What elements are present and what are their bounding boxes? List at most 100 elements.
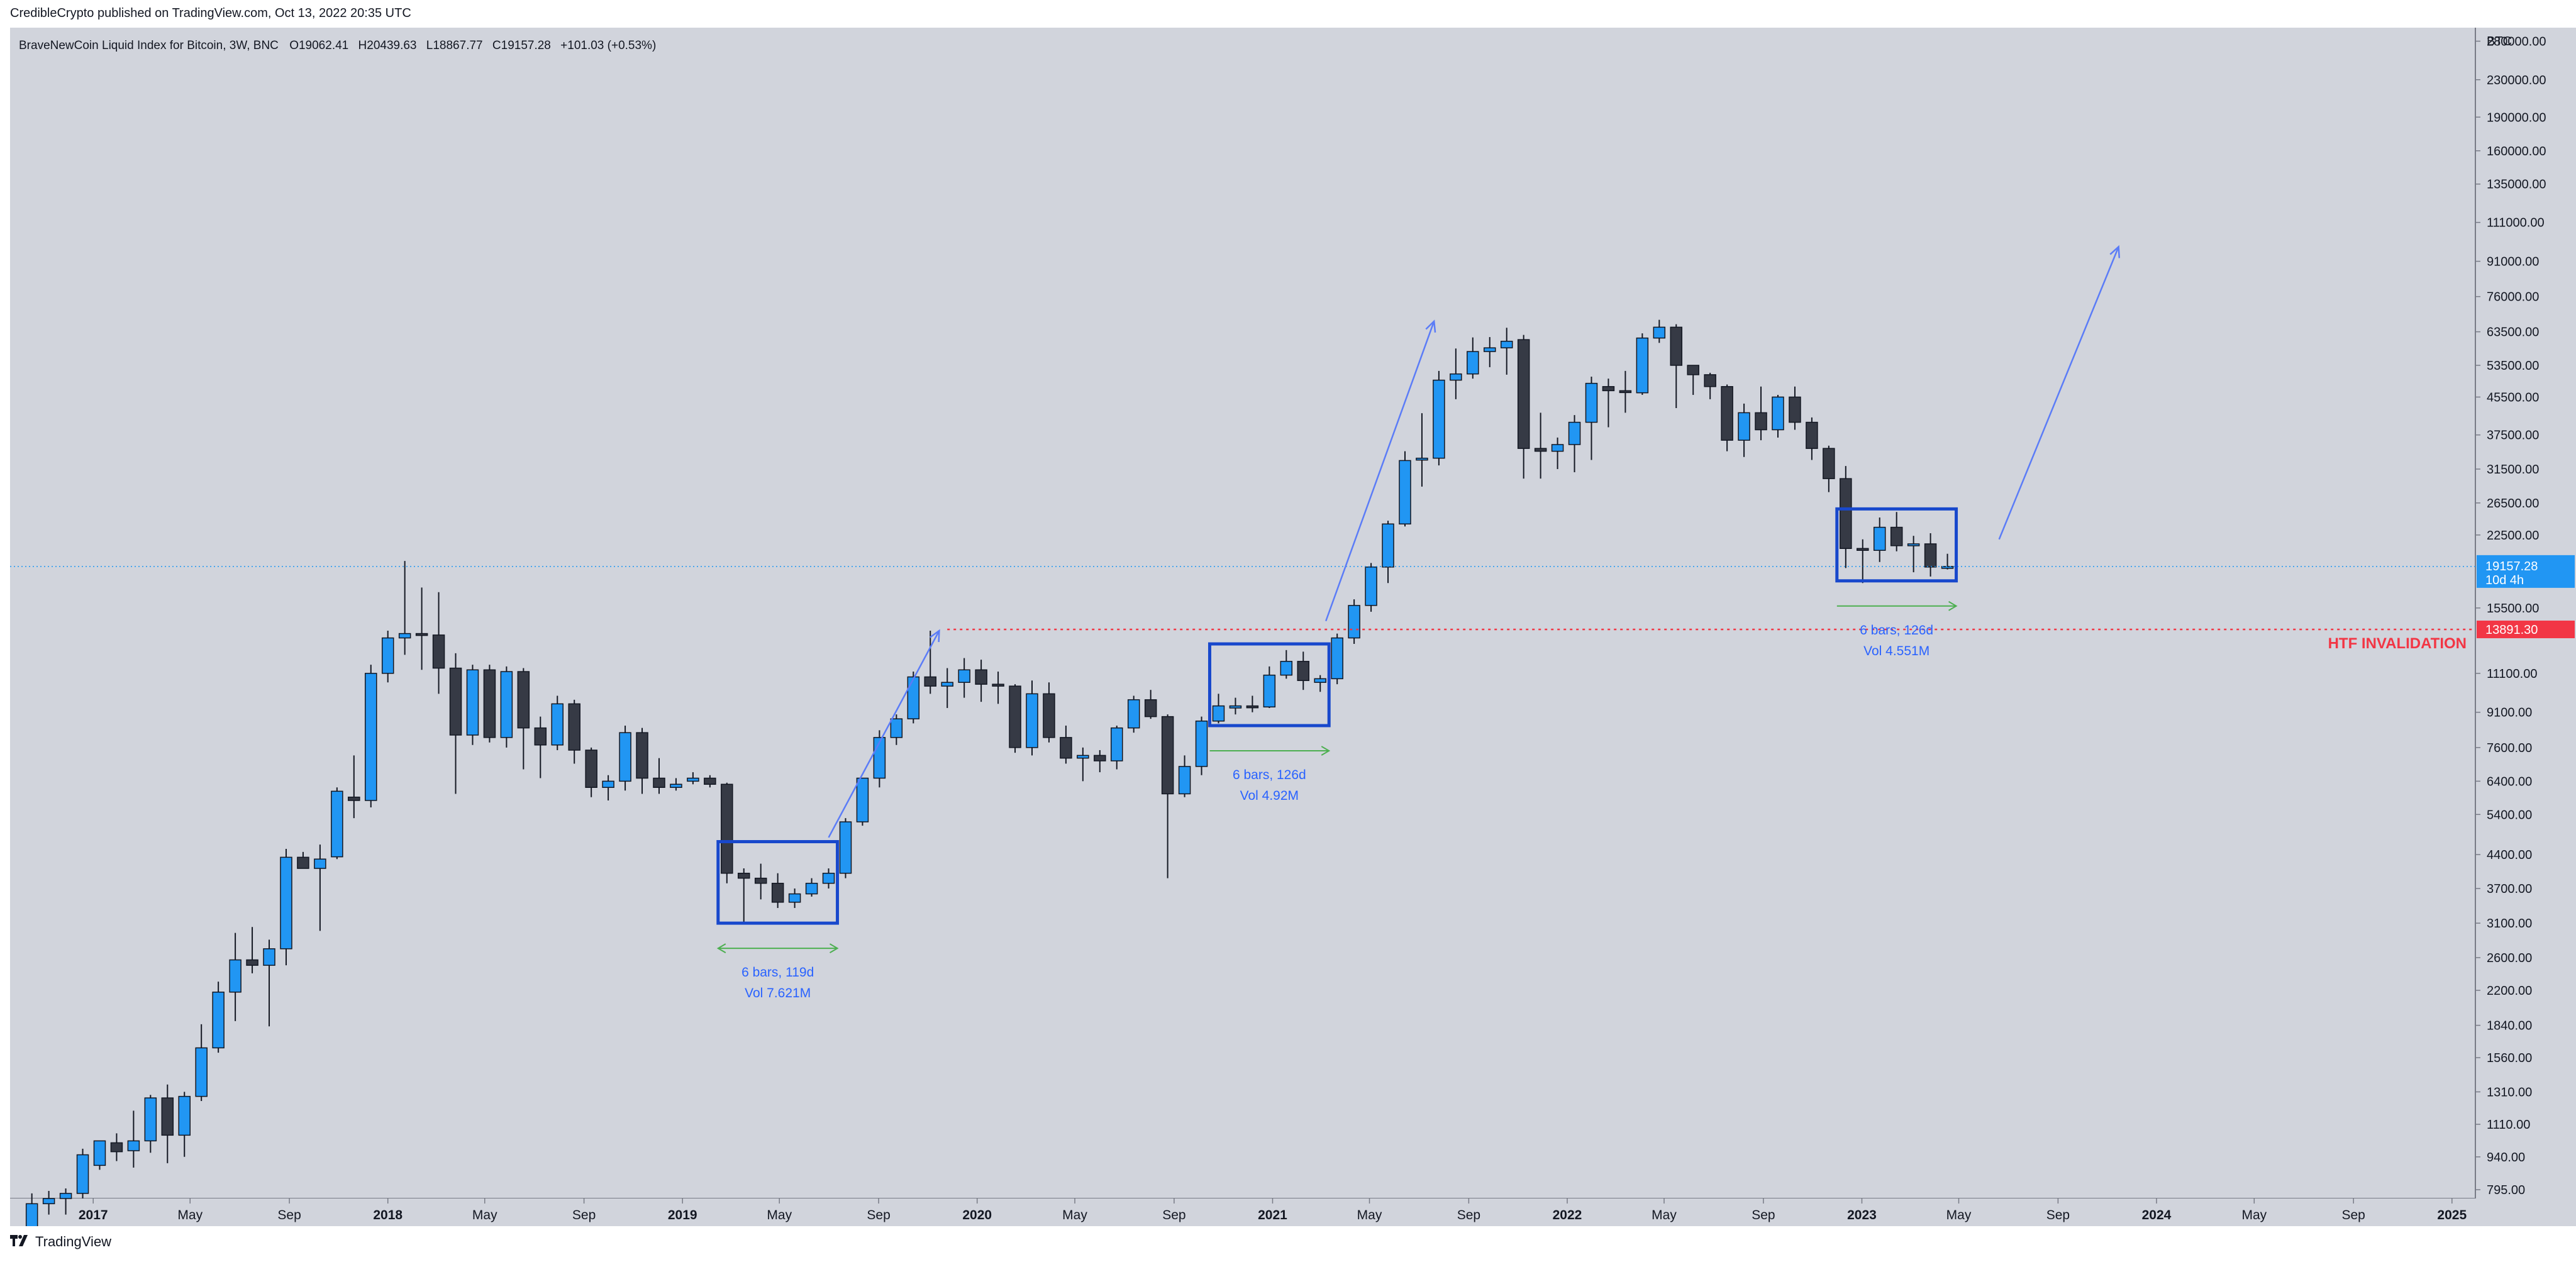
candle-body bbox=[839, 821, 852, 874]
candle-up bbox=[1738, 403, 1750, 457]
publish-info: CredibleCrypto published on TradingView.… bbox=[10, 6, 411, 20]
candle-up bbox=[1331, 633, 1343, 685]
candle-up bbox=[822, 868, 835, 889]
range-volume-label: Vol 4.551M bbox=[1863, 644, 1929, 658]
price-tick-label: 190000.00 bbox=[2487, 111, 2546, 125]
candle-body bbox=[771, 882, 784, 903]
price-tick-label: 53500.00 bbox=[2487, 359, 2539, 373]
candle-down bbox=[1009, 684, 1021, 753]
price-tick-label: 63500.00 bbox=[2487, 326, 2539, 340]
candle-down bbox=[246, 927, 258, 973]
time-tick-label: Sep bbox=[1162, 1208, 1185, 1222]
price-tick-label: 6400.00 bbox=[2487, 775, 2532, 789]
candle-up bbox=[1178, 755, 1191, 797]
candle-up bbox=[1263, 666, 1276, 708]
candle-body bbox=[1772, 396, 1784, 431]
time-tick-label: Sep bbox=[867, 1208, 890, 1222]
candle-body bbox=[195, 1047, 208, 1097]
candle-body bbox=[1111, 727, 1123, 761]
candle-down bbox=[1721, 384, 1733, 451]
price-tick-label: 1840.00 bbox=[2487, 1019, 2532, 1033]
measure-arrowhead-right bbox=[830, 943, 839, 953]
candle-body bbox=[1382, 523, 1394, 568]
price-tick-label: 26500.00 bbox=[2487, 497, 2539, 511]
candle-body bbox=[517, 671, 530, 729]
price-tick-label: 31500.00 bbox=[2487, 463, 2539, 477]
candle-down bbox=[1857, 539, 1869, 584]
range-bars-label: 6 bars, 119d bbox=[741, 965, 814, 980]
range-box bbox=[1835, 507, 1958, 583]
price-axis-panel[interactable] bbox=[10, 28, 2576, 1226]
time-tick-label: 2024 bbox=[2142, 1208, 2172, 1222]
time-tick-label: May bbox=[1357, 1208, 1382, 1222]
candle-body bbox=[1060, 737, 1072, 759]
candle-body bbox=[178, 1095, 191, 1136]
legend-open-label: O bbox=[289, 39, 299, 52]
tradingview-logo[interactable]: TradingView bbox=[10, 1234, 111, 1250]
candle-up bbox=[1772, 395, 1784, 438]
candle-body bbox=[1789, 396, 1801, 423]
projection-arrowhead bbox=[2109, 245, 2121, 258]
price-tick-label: 11100.00 bbox=[2487, 667, 2537, 681]
candle-down bbox=[568, 699, 580, 764]
candle-body bbox=[1823, 448, 1835, 479]
time-tick-label: 2022 bbox=[1553, 1208, 1582, 1222]
candle-down bbox=[1060, 725, 1072, 764]
candle-up bbox=[365, 665, 377, 807]
candle-body bbox=[144, 1097, 157, 1142]
candle-body bbox=[42, 1198, 55, 1205]
candle-down bbox=[161, 1084, 174, 1163]
invalidation-text: HTF INVALIDATION bbox=[2328, 635, 2467, 652]
candle-down bbox=[1890, 512, 1903, 551]
range-bars-label: 6 bars, 126d bbox=[1233, 768, 1306, 782]
time-tick-label: May bbox=[767, 1208, 792, 1222]
candle-body bbox=[1026, 693, 1038, 748]
candle-up bbox=[958, 658, 970, 698]
candle-up bbox=[602, 775, 614, 801]
price-tick-label: 940.00 bbox=[2487, 1151, 2525, 1165]
candle-body bbox=[381, 637, 394, 674]
candle-body bbox=[822, 872, 835, 884]
header-bar: CredibleCrypto published on TradingView.… bbox=[0, 0, 2576, 28]
candle-body bbox=[1077, 755, 1089, 759]
candle-body bbox=[1314, 678, 1326, 683]
candle-down bbox=[432, 592, 445, 694]
candle-body bbox=[1127, 699, 1140, 729]
plot-background bbox=[10, 28, 2475, 1198]
candle-body bbox=[1399, 460, 1411, 525]
candle-up bbox=[551, 695, 564, 750]
time-tick-label: Sep bbox=[1752, 1208, 1775, 1222]
candle-down bbox=[297, 851, 309, 869]
candle-up bbox=[1111, 725, 1123, 770]
candle-body bbox=[788, 893, 801, 903]
legend-change: +101.03 (+0.53%) bbox=[560, 39, 656, 52]
symbol-legend[interactable]: BraveNewCoin Liquid Index for Bitcoin, 3… bbox=[19, 39, 656, 52]
candle-body bbox=[602, 780, 614, 788]
tradingview-logo-icon bbox=[10, 1234, 29, 1250]
legend-low: 18867.77 bbox=[433, 39, 482, 52]
candle-up bbox=[839, 818, 852, 878]
candle-up bbox=[127, 1110, 140, 1168]
measure-arrowhead-right bbox=[1321, 746, 1331, 756]
candle-body bbox=[415, 633, 428, 636]
candle-body bbox=[1585, 382, 1598, 423]
candle-body bbox=[1500, 340, 1513, 348]
candle-down bbox=[1246, 695, 1259, 712]
time-tick-label: Sep bbox=[2046, 1208, 2070, 1222]
price-tick-label: 135000.00 bbox=[2487, 178, 2546, 192]
time-tick-label: Sep bbox=[277, 1208, 301, 1222]
candle-body bbox=[1195, 720, 1208, 767]
candle-body bbox=[1924, 543, 1937, 568]
candle-up bbox=[1365, 563, 1377, 612]
candle-body bbox=[432, 634, 445, 669]
candle-down bbox=[653, 758, 665, 794]
candle-down bbox=[1806, 417, 1818, 460]
time-tick-label: 2018 bbox=[373, 1208, 402, 1222]
candle-body bbox=[76, 1154, 89, 1194]
candle-down bbox=[1297, 651, 1310, 690]
price-tick-label: 230000.00 bbox=[2487, 74, 2546, 87]
candle-body bbox=[25, 1203, 38, 1226]
candle-down bbox=[1144, 690, 1157, 719]
price-tick-label: 3700.00 bbox=[2487, 882, 2532, 896]
